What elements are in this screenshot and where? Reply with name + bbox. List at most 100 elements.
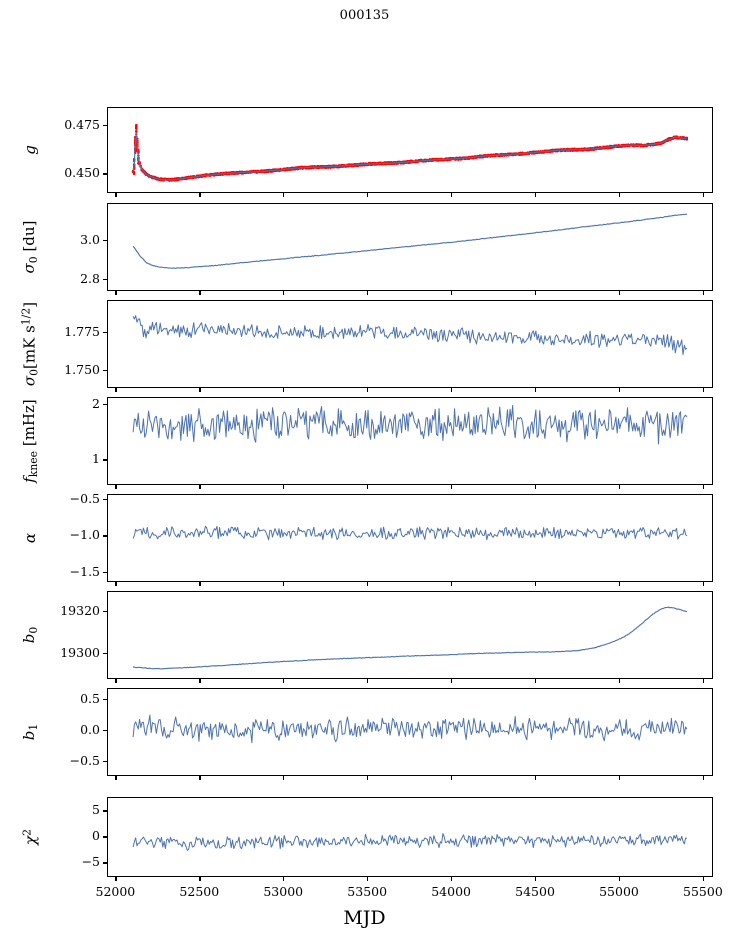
y-tick-label-chi2: 5 bbox=[92, 802, 100, 818]
y-tick-mark bbox=[103, 240, 107, 242]
y-tick-label-b1: 0.5 bbox=[80, 690, 100, 706]
b1-line-path bbox=[132, 714, 688, 744]
x-tick-mark bbox=[367, 877, 369, 881]
y-tick-label-gain: 0.475 bbox=[64, 116, 100, 132]
x-tick-label: 55000 bbox=[599, 884, 639, 899]
y-axis-label-chi2: χ2 bbox=[20, 829, 40, 845]
x-tick-mark bbox=[618, 679, 621, 683]
y-tick-label-chi2: −5 bbox=[81, 854, 100, 870]
y-tick-label-chi2: 0 bbox=[92, 828, 100, 844]
y-tick-mark bbox=[103, 279, 107, 281]
figure-title: 000135 bbox=[339, 8, 390, 23]
x-tick-mark bbox=[115, 582, 117, 586]
plot-panel-chi2 bbox=[107, 797, 713, 877]
y-axis-label-sigma0-du: σ0 [du] bbox=[20, 220, 40, 274]
x-tick-mark bbox=[283, 582, 285, 586]
x-tick-mark bbox=[702, 877, 705, 881]
y-tick-mark bbox=[103, 124, 107, 126]
x-tick-mark bbox=[535, 877, 537, 881]
y-axis-label-sigma0-mk: σ0[mK s1/2] bbox=[19, 301, 41, 387]
x-tick-mark bbox=[451, 291, 453, 295]
x-tick-mark bbox=[702, 776, 705, 780]
x-tick-mark bbox=[283, 193, 285, 197]
y-tick-mark bbox=[103, 572, 107, 574]
chi2-line-path bbox=[132, 833, 688, 851]
x-tick-mark bbox=[115, 877, 117, 881]
x-tick-mark bbox=[199, 877, 201, 881]
x-tick-mark bbox=[535, 193, 537, 197]
x-tick-mark bbox=[367, 679, 369, 683]
sigma0-du-line-path bbox=[132, 213, 688, 269]
x-axis-label: MJD bbox=[343, 907, 386, 929]
y-tick-mark bbox=[103, 173, 107, 175]
y-tick-mark bbox=[103, 652, 107, 655]
y-tick-mark bbox=[103, 459, 107, 461]
x-tick-mark bbox=[618, 877, 621, 881]
x-tick-mark bbox=[367, 388, 369, 392]
gain-scatter-points bbox=[131, 123, 689, 183]
x-tick-mark bbox=[702, 485, 705, 489]
plot-panel-b1 bbox=[107, 688, 713, 776]
y-tick-mark bbox=[103, 403, 107, 405]
fknee-line-path bbox=[132, 404, 688, 445]
x-tick-mark bbox=[115, 776, 117, 780]
y-tick-label-b1: −0.5 bbox=[69, 753, 100, 769]
x-tick-mark bbox=[618, 193, 621, 197]
x-tick-mark bbox=[618, 485, 621, 489]
x-tick-mark bbox=[199, 291, 201, 295]
y-tick-label-alpha: −0.5 bbox=[69, 490, 100, 506]
plot-panel-fknee bbox=[107, 397, 713, 485]
y-tick-label-sigma0-mk: 1.750 bbox=[64, 361, 100, 377]
x-tick-mark bbox=[199, 776, 201, 780]
x-tick-label: 54000 bbox=[431, 884, 471, 899]
x-tick-mark bbox=[367, 193, 369, 197]
y-axis-label-alpha: α bbox=[21, 532, 39, 544]
x-tick-mark bbox=[367, 485, 369, 489]
x-tick-mark bbox=[115, 388, 117, 392]
x-tick-mark bbox=[199, 193, 201, 197]
x-tick-mark bbox=[702, 193, 705, 197]
x-tick-mark bbox=[283, 776, 285, 780]
plot-panel-sigma0-du bbox=[107, 203, 713, 291]
x-tick-mark bbox=[367, 776, 369, 780]
y-tick-mark bbox=[103, 535, 107, 537]
x-tick-mark bbox=[451, 582, 453, 586]
x-tick-label: 52000 bbox=[95, 884, 136, 899]
x-tick-mark bbox=[618, 388, 621, 392]
x-tick-mark bbox=[535, 776, 537, 780]
x-tick-mark bbox=[367, 291, 369, 295]
y-tick-mark bbox=[103, 498, 107, 500]
y-axis-label-fknee: fknee [mHz] bbox=[20, 399, 40, 483]
y-tick-label-sigma0-mk: 1.775 bbox=[64, 323, 100, 339]
x-tick-mark bbox=[115, 193, 117, 197]
x-tick-mark bbox=[451, 388, 453, 392]
x-tick-mark bbox=[535, 679, 537, 683]
x-tick-mark bbox=[283, 291, 285, 295]
x-tick-mark bbox=[702, 582, 705, 586]
sigma0-mk-line-path bbox=[132, 315, 688, 356]
plot-panel-sigma0-mk bbox=[107, 300, 713, 388]
y-tick-mark bbox=[103, 862, 107, 864]
x-tick-mark bbox=[618, 776, 621, 780]
y-tick-label-alpha: −1.5 bbox=[69, 564, 100, 580]
b0-line-path bbox=[132, 606, 688, 670]
x-tick-mark bbox=[283, 877, 285, 881]
y-axis-label-b0: b0 bbox=[20, 626, 40, 644]
x-tick-mark bbox=[283, 388, 285, 392]
y-tick-mark bbox=[103, 810, 107, 812]
x-tick-mark bbox=[535, 485, 537, 489]
plot-panel-gain bbox=[107, 107, 713, 193]
y-tick-mark bbox=[103, 698, 107, 701]
plot-panel-b0 bbox=[107, 591, 713, 679]
y-tick-mark bbox=[103, 730, 107, 732]
gain-line-path bbox=[132, 132, 687, 181]
alpha-line-path bbox=[132, 525, 688, 541]
x-tick-mark bbox=[451, 776, 453, 780]
x-tick-mark bbox=[283, 679, 285, 683]
y-tick-mark bbox=[103, 610, 107, 613]
x-tick-mark bbox=[535, 582, 537, 586]
y-tick-label-sigma0-du: 3.0 bbox=[80, 232, 100, 248]
x-tick-mark bbox=[451, 485, 453, 489]
x-tick-mark bbox=[535, 291, 537, 295]
